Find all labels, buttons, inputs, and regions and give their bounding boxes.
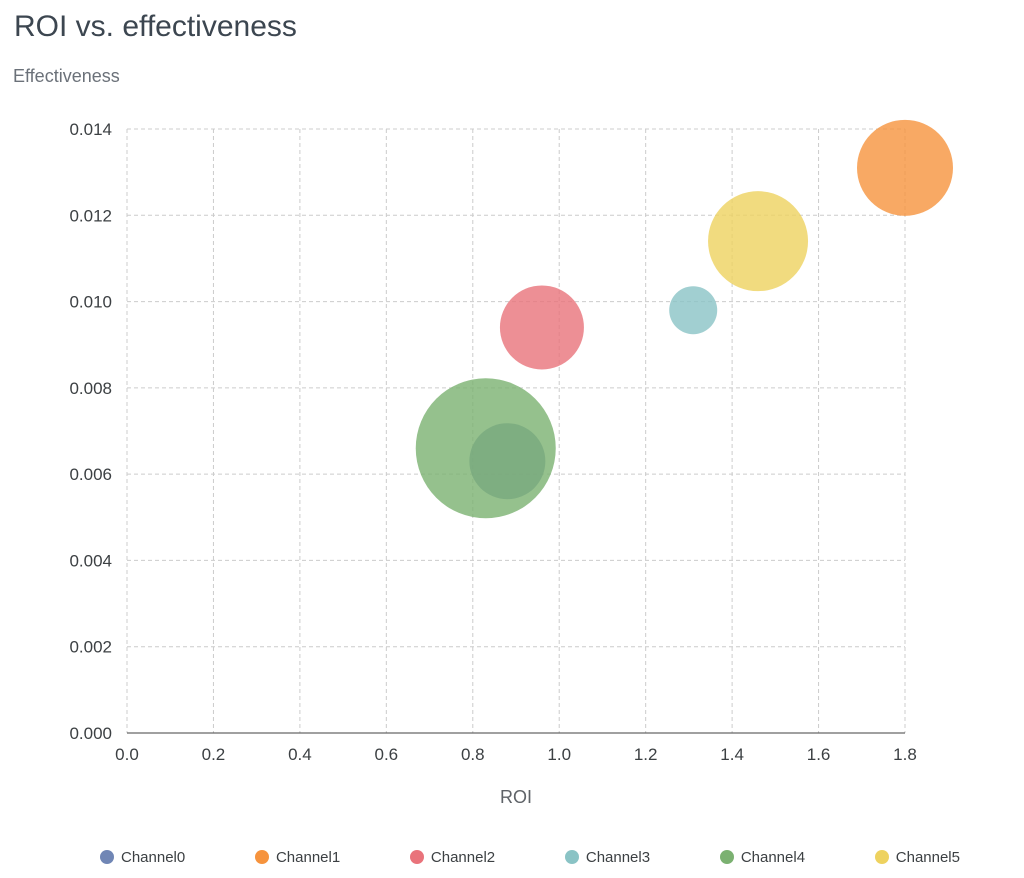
legend-swatch-icon xyxy=(719,850,734,864)
y-axis-title: Effectiveness xyxy=(13,66,120,86)
legend-label: Channel3 xyxy=(585,848,651,866)
x-tick-label: 1.0 xyxy=(547,745,571,764)
legend-swatch-icon xyxy=(254,850,269,864)
legend-swatch-icon xyxy=(874,850,889,864)
y-tick-label: 0.000 xyxy=(69,724,112,743)
bubble-channel4[interactable] xyxy=(415,378,556,519)
legend-swatch-icon xyxy=(409,850,424,864)
legend-swatch-icon xyxy=(564,850,579,864)
x-tick-label: 1.2 xyxy=(634,745,658,764)
legend-label: Channel2 xyxy=(430,848,496,866)
legend-item-channel4[interactable]: Channel4 xyxy=(719,848,806,866)
x-axis-title: ROI xyxy=(499,787,532,807)
y-tick-label: 0.008 xyxy=(69,379,112,398)
legend-item-channel5[interactable]: Channel5 xyxy=(874,848,960,866)
legend-swatch-icon xyxy=(100,850,114,864)
legend-label: Channel5 xyxy=(895,848,960,866)
x-tick-label: 0.8 xyxy=(461,745,485,764)
bubble-chart: 0.0 0.2 0.4 0.6 0.8 1.0 1.2 1.4 1.6 1.8 0.000 0.002… xyxy=(69,119,953,764)
x-tick-label: 0.4 xyxy=(288,745,312,764)
x-tick-label: 1.6 xyxy=(807,745,831,764)
y-tick-label: 0.004 xyxy=(69,551,112,570)
legend-item-channel1[interactable]: Channel1 xyxy=(254,848,341,866)
x-tick-label: 0.2 xyxy=(202,745,226,764)
bubble-channel5[interactable] xyxy=(708,191,809,292)
y-tick-label: 0.002 xyxy=(69,638,112,657)
legend-item-channel0[interactable]: Channel0 xyxy=(100,849,185,866)
x-tick-label: 0.6 xyxy=(375,745,399,764)
bubble-channel3[interactable] xyxy=(669,286,718,335)
y-tick-label: 0.010 xyxy=(69,293,112,312)
legend-label: Channel1 xyxy=(275,848,341,866)
legend-item-channel3[interactable]: Channel3 xyxy=(564,848,651,866)
chart-title: ROI vs. effectiveness xyxy=(14,10,297,43)
y-tick-label: 0.006 xyxy=(69,465,112,484)
legend-item-channel2[interactable]: Channel2 xyxy=(409,848,496,866)
y-tick-label: 0.014 xyxy=(69,120,112,139)
y-tick-label: 0.012 xyxy=(69,206,112,225)
legend-label: Channel4 xyxy=(740,848,806,866)
bubble-channel1[interactable] xyxy=(857,119,953,216)
x-tick-label: 1.8 xyxy=(893,745,917,764)
legend-label: Channel0 xyxy=(121,848,186,866)
bubble-channel2[interactable] xyxy=(499,285,584,370)
x-tick-label: 0.0 xyxy=(115,745,139,764)
x-tick-label: 1.4 xyxy=(720,745,744,764)
legend: Channel0 Channel1 Channel2 Channel3 Channel4… xyxy=(100,844,960,870)
